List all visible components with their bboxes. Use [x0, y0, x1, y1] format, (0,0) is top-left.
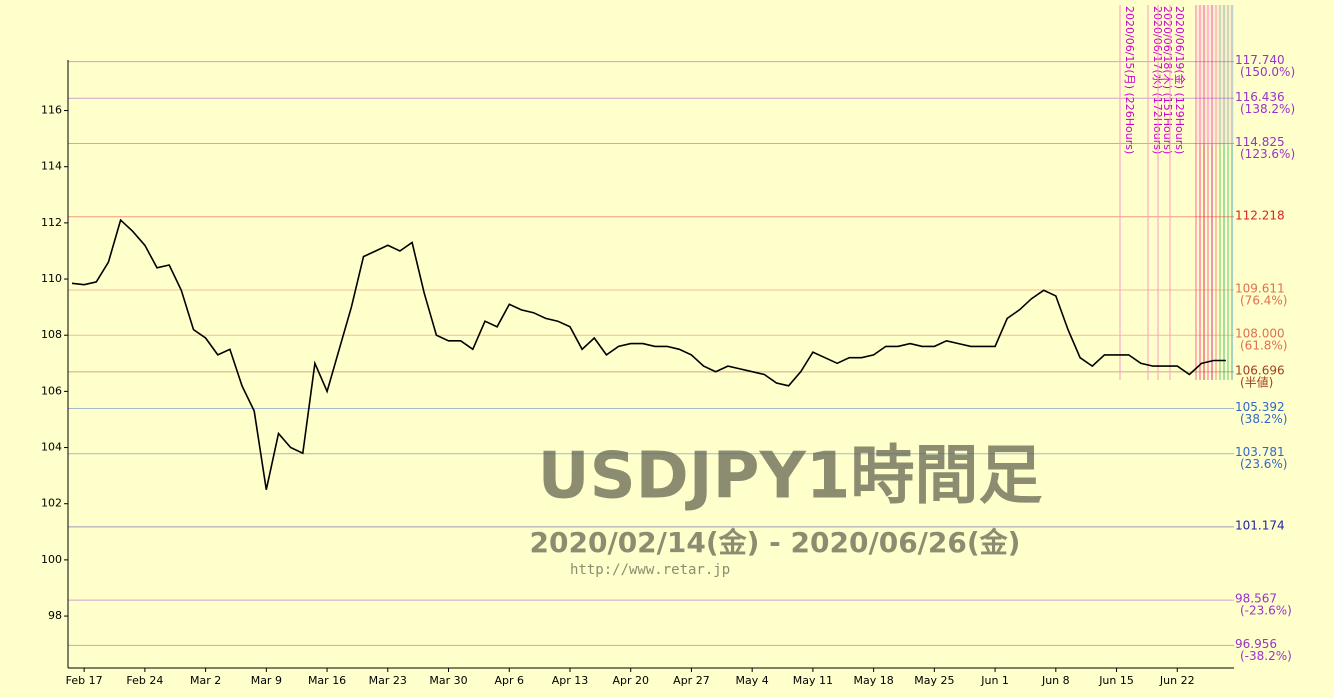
level-label: 98.567: [1235, 592, 1277, 606]
level-note: (-38.2%): [1240, 649, 1292, 663]
x-tick-label: May 18: [854, 674, 894, 687]
x-tick-label: Mar 9: [251, 674, 282, 687]
level-label: 108.000: [1235, 327, 1285, 341]
level-label: 105.392: [1235, 400, 1285, 414]
y-tick-label: 104: [41, 441, 62, 454]
x-tick-label: May 11: [793, 674, 833, 687]
x-tick-label: Mar 16: [308, 674, 346, 687]
level-note: (123.6%): [1240, 147, 1295, 161]
x-tick-label: Apr 6: [494, 674, 524, 687]
time-marker-label: 2020/06/19(金) (129Hours): [1173, 6, 1187, 154]
level-label: 106.696: [1235, 363, 1285, 377]
x-tick-label: Feb 17: [66, 674, 103, 687]
level-label: 116.436: [1235, 90, 1285, 104]
level-label: 114.825: [1235, 135, 1285, 149]
x-tick-label: Apr 20: [612, 674, 649, 687]
level-note: (半値): [1240, 374, 1273, 389]
x-tick-label: Mar 2: [190, 674, 221, 687]
y-tick-label: 116: [41, 104, 62, 117]
y-tick-label: 102: [41, 497, 62, 510]
level-note: (38.2%): [1240, 412, 1287, 426]
time-marker-label: 2020/06/15(月) (226Hours): [1123, 6, 1136, 154]
y-tick-label: 98: [48, 609, 62, 622]
watermark-subtitle: 2020/02/14(金) - 2020/06/26(金): [530, 526, 1021, 559]
x-tick-label: Jun 15: [1098, 674, 1134, 687]
level-note: (-23.6%): [1240, 604, 1292, 618]
x-tick-label: Apr 27: [673, 674, 710, 687]
y-tick-label: 106: [41, 384, 62, 397]
level-label: 96.956: [1235, 637, 1277, 651]
level-note: (150.0%): [1240, 65, 1295, 79]
y-tick-label: 114: [41, 160, 62, 173]
level-note: (76.4%): [1240, 293, 1287, 307]
x-tick-label: Mar 23: [369, 674, 407, 687]
watermark-title: USDJPY1時間足: [538, 440, 1043, 514]
time-marker-label: 2020/06/18(木) (151Hours): [1161, 6, 1174, 154]
price-line: [71, 218, 1226, 490]
x-tick-label: Jun 1: [980, 674, 1009, 687]
level-note: (138.2%): [1240, 102, 1295, 116]
x-tick-label: May 4: [736, 674, 769, 687]
level-note: (61.8%): [1240, 339, 1287, 353]
y-tick-label: 100: [41, 553, 62, 566]
level-label: 109.611: [1235, 281, 1285, 295]
x-tick-label: Jun 8: [1041, 674, 1070, 687]
level-label: 103.781: [1235, 445, 1285, 459]
x-tick-label: May 25: [914, 674, 954, 687]
y-tick-label: 110: [41, 272, 62, 285]
time-markers-cluster: [1195, 5, 1234, 380]
level-label: 101.174: [1235, 518, 1285, 532]
y-tick-label: 112: [41, 216, 62, 229]
x-tick-label: Feb 24: [126, 674, 163, 687]
level-label: 112.218: [1235, 208, 1285, 222]
level-label: 117.740: [1235, 53, 1285, 67]
x-tick-label: Mar 30: [429, 674, 467, 687]
y-tick-label: 108: [41, 328, 62, 341]
x-tick-label: Jun 22: [1159, 674, 1195, 687]
source: http://www.retar.jp: [570, 562, 730, 578]
x-tick-label: Apr 13: [552, 674, 589, 687]
level-note: (23.6%): [1240, 457, 1287, 471]
